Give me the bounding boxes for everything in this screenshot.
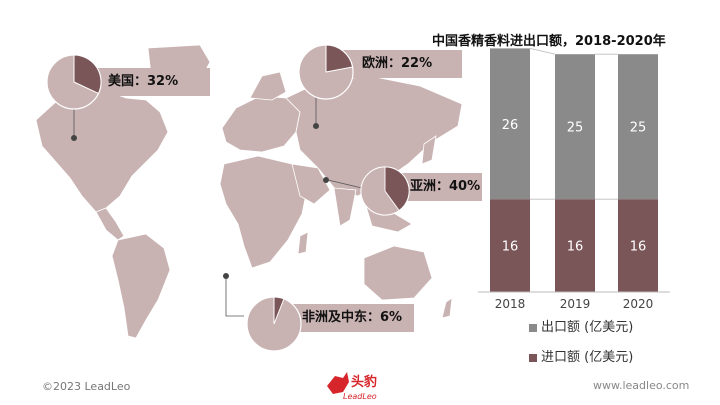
chart-title: 中国香精香料进出口额，2018-2020年 [432, 34, 666, 49]
data-label-export-2018: 26 [502, 118, 519, 133]
legend-export-swatch [529, 323, 537, 332]
bar-import-2018 [490, 199, 530, 292]
x-tick-2018: 2018 [495, 297, 526, 311]
stacked-bar-chart: 16 26 2018 16 25 2019 16 25 2020 [478, 48, 670, 311]
pie-slice [273, 296, 285, 325]
pie-europe [298, 44, 354, 100]
bar-export-2018 [490, 48, 530, 200]
data-label-export-2020: 25 [630, 121, 647, 136]
pie-slice [73, 54, 102, 95]
legend-export: 出口额 (亿美元) [529, 320, 633, 336]
data-label-import-2018: 16 [502, 240, 519, 255]
bar-import-2020 [618, 199, 658, 292]
footer-url: www.leadleo.com [593, 379, 690, 392]
leadleo-logo: 头豹 LeadLeo [327, 372, 377, 401]
legend-import-swatch [529, 353, 537, 362]
legend-export-label: 出口额 (亿美元) [541, 320, 634, 335]
logo-sub-text: LeadLeo [343, 392, 377, 401]
legend-import: 进口额 (亿美元) [529, 350, 633, 366]
bar-export-2020 [618, 54, 658, 200]
data-label-import-2019: 16 [567, 240, 584, 255]
pie-usa [46, 54, 102, 110]
x-tick-2020: 2020 [623, 297, 654, 311]
pie-africa-middle-east [246, 296, 302, 352]
pie-slice [384, 166, 410, 212]
world-map [35, 44, 463, 339]
data-label-export-2019: 25 [567, 121, 584, 136]
connector-top [529, 48, 556, 55]
copyright-text: ©2023 LeadLeo [42, 380, 131, 393]
pie-slice [325, 44, 354, 73]
bar-export-2019 [555, 54, 595, 200]
logo-main-text: 头豹 [351, 374, 377, 390]
pie-asia [360, 166, 410, 216]
bar-import-2019 [555, 199, 595, 292]
x-tick-2019: 2019 [560, 297, 591, 311]
label-europe: 欧洲：22% [330, 50, 462, 78]
data-label-import-2020: 16 [630, 240, 647, 255]
legend-import-label: 进口额 (亿美元) [541, 350, 634, 365]
